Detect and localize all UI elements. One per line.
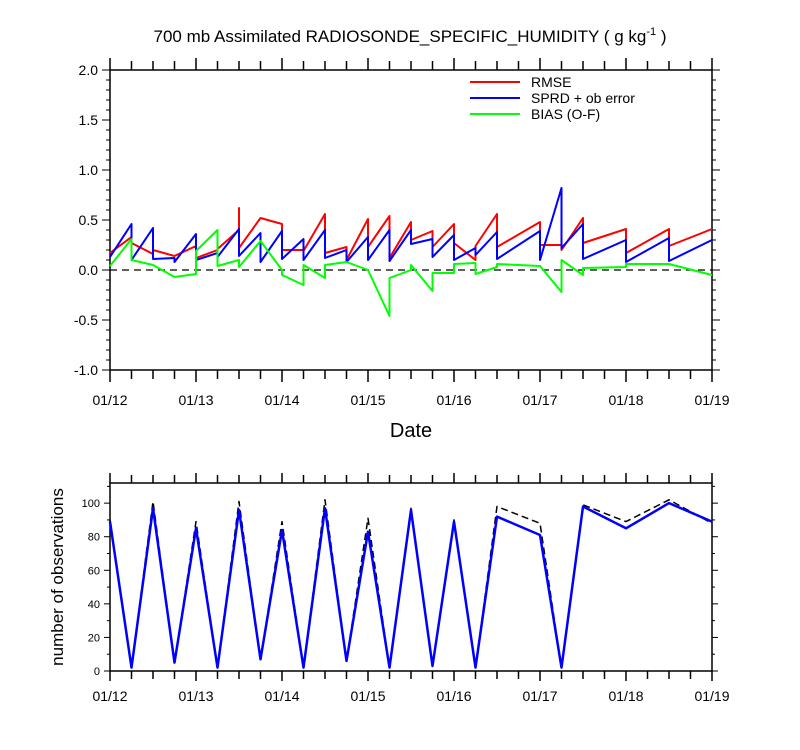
chart-title: 700 mb Assimilated RADIOSONDE_SPECIFIC_H…: [154, 26, 667, 46]
x-tick-label: 01/15: [350, 688, 385, 704]
y-tick-label: 1.5: [79, 112, 99, 128]
assimilated-obs-line: [108, 501, 713, 669]
x-tick-label: 01/16: [436, 688, 471, 704]
x-tick-label: 01/13: [178, 688, 213, 704]
chart-title-end: ): [656, 27, 666, 46]
x-tick-label: 01/19: [694, 392, 729, 408]
y-tick-label: 0: [94, 666, 100, 678]
top-chart: -1.0 -0.5 0.0 0.5 1.0 1.5 2.0 01/12 01/13 01/14 01…: [74, 58, 730, 442]
bias-line: [109, 229, 713, 317]
x-tick-label: 01/19: [694, 688, 729, 704]
y-tick-label: -1.0: [74, 362, 98, 378]
y-tick-label: 0.0: [79, 262, 99, 278]
legend-label-rmse: RMSE: [531, 74, 571, 90]
x-tick-label: 01/16: [436, 392, 471, 408]
chart-title-main: 700 mb Assimilated RADIOSONDE_SPECIFIC_H…: [154, 27, 647, 46]
legend-label-bias: BIAS (O-F): [531, 106, 600, 122]
y-tick-label: 40: [88, 599, 100, 611]
x-tick-label: 01/17: [522, 688, 557, 704]
x-tick-label: 01/12: [92, 688, 127, 704]
x-tick-label: 01/18: [608, 688, 643, 704]
chart-title-superscript: -1: [646, 26, 656, 38]
y-tick-label: 1.0: [79, 162, 99, 178]
bottom-chart: 0 20 40 60 80 100 01/12 01/13 01/14 01/15 01/16 01/…: [48, 473, 730, 704]
x-axis-label: Date: [390, 420, 432, 442]
x-tick-label: 01/17: [522, 392, 557, 408]
y-tick-label: 0.5: [79, 212, 99, 228]
y-tick-label: 100: [82, 498, 100, 510]
x-tick-label: 01/12: [92, 392, 127, 408]
legend: RMSE SPRD + ob error BIAS (O-F): [470, 74, 635, 122]
x-tick-label: 01/14: [264, 392, 299, 408]
top-plot-frame: [109, 69, 713, 371]
x-tick-label: 01/18: [608, 392, 643, 408]
y-axis-label-bottom: number of observations: [48, 488, 67, 666]
y-tick-label: 20: [88, 632, 100, 644]
y-tick-label: 60: [88, 565, 100, 577]
x-tick-label: 01/15: [350, 392, 385, 408]
y-tick-label: 80: [88, 532, 100, 544]
y-tick-label: 2.0: [79, 62, 99, 78]
x-tick-label: 01/13: [178, 392, 213, 408]
x-tick-label: 01/14: [264, 688, 299, 704]
legend-label-sprd: SPRD + ob error: [531, 90, 635, 106]
y-tick-label: -0.5: [74, 312, 98, 328]
